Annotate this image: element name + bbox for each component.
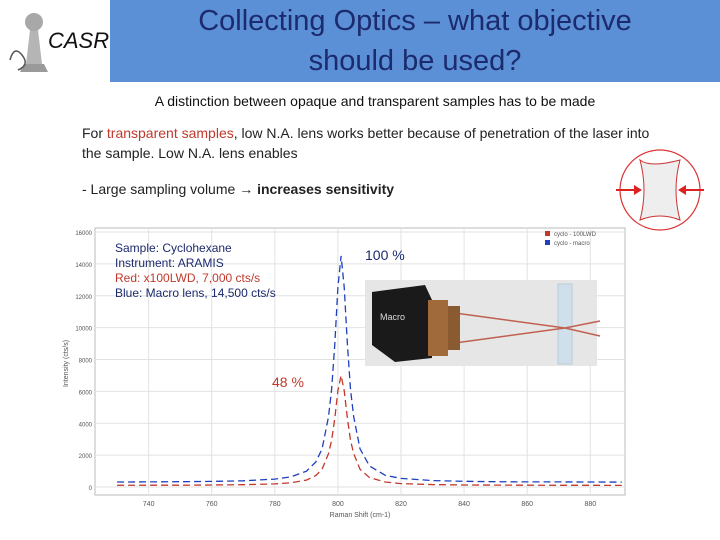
chart-note: Instrument: ARAMIS [115, 256, 224, 270]
text: For [82, 125, 107, 141]
y-tick-label: 4000 [79, 422, 93, 428]
legend-swatch [545, 231, 550, 236]
y-tick-label: 16000 [75, 231, 92, 237]
subtitle: A distinction between opaque and transpa… [154, 93, 596, 109]
legend-label: cyclo - macro [554, 241, 590, 247]
paragraph: For transparent samples, low N.A. lens w… [82, 123, 662, 163]
bullet: - Large sampling volume → increases sens… [82, 181, 394, 197]
chart-note: Sample: Cyclohexane [115, 241, 232, 255]
annotation: 100 % [365, 247, 405, 263]
y-tick-label: 6000 [79, 390, 93, 396]
chart-note: Red: x100LWD, 7,000 cts/s [115, 271, 261, 285]
title-bar: Collecting Optics – what objective shoul… [110, 0, 720, 82]
x-tick-label: 760 [206, 501, 218, 508]
x-tick-label: 820 [395, 501, 407, 508]
y-tick-label: 12000 [75, 295, 92, 301]
lens-label: Macro [380, 312, 405, 322]
laser-beam [454, 312, 601, 344]
lens-body [372, 285, 432, 362]
lens-photo: Macro [365, 280, 601, 366]
chart-note: Blue: Macro lens, 14,500 cts/s [115, 286, 276, 300]
x-tick-label: 840 [458, 501, 470, 508]
y-tick-label: 0 [89, 486, 93, 492]
y-axis-label: Intensity (cts/s) [63, 340, 70, 387]
legend-label: cyclo - 100LWD [554, 232, 597, 238]
chart: 0 2000 4000 6000 8000 10000 12000 14000 16000 740… [63, 227, 626, 519]
x-axis-label: Raman Shift (cm-1) [330, 512, 391, 519]
x-tick-label: 800 [332, 501, 344, 508]
x-tick-label: 740 [143, 501, 155, 508]
text: , low N.A. lens works better because of … [82, 125, 650, 161]
series-line [117, 375, 622, 487]
lens-barrel [448, 306, 460, 350]
logo-text: CASR [48, 28, 109, 53]
cuvette [557, 283, 573, 365]
text: - Large sampling volume [82, 181, 240, 197]
y-tick-label: 8000 [79, 359, 93, 365]
lens-barrel [428, 300, 448, 356]
series-line [117, 255, 622, 483]
emphasis: increases sensitivity [253, 181, 395, 197]
x-tick-label: 780 [269, 501, 281, 508]
logo: CASR [0, 0, 110, 82]
y-tick-label: 2000 [79, 454, 93, 460]
sample-diagram [616, 149, 704, 231]
y-tick-label: 10000 [75, 327, 92, 333]
y-tick-label: 14000 [75, 263, 92, 269]
chart-notes: Sample: Cyclohexane Instrument: ARAMIS Red… [115, 241, 276, 301]
arrow: → [239, 181, 254, 197]
title: Collecting Optics – what objective shoul… [198, 5, 632, 77]
legend-swatch [545, 240, 550, 245]
x-tick-label: 880 [584, 501, 596, 508]
x-tick-label: 860 [521, 501, 533, 508]
annotation: 48 % [272, 374, 304, 390]
highlight: transparent samples [106, 125, 234, 141]
